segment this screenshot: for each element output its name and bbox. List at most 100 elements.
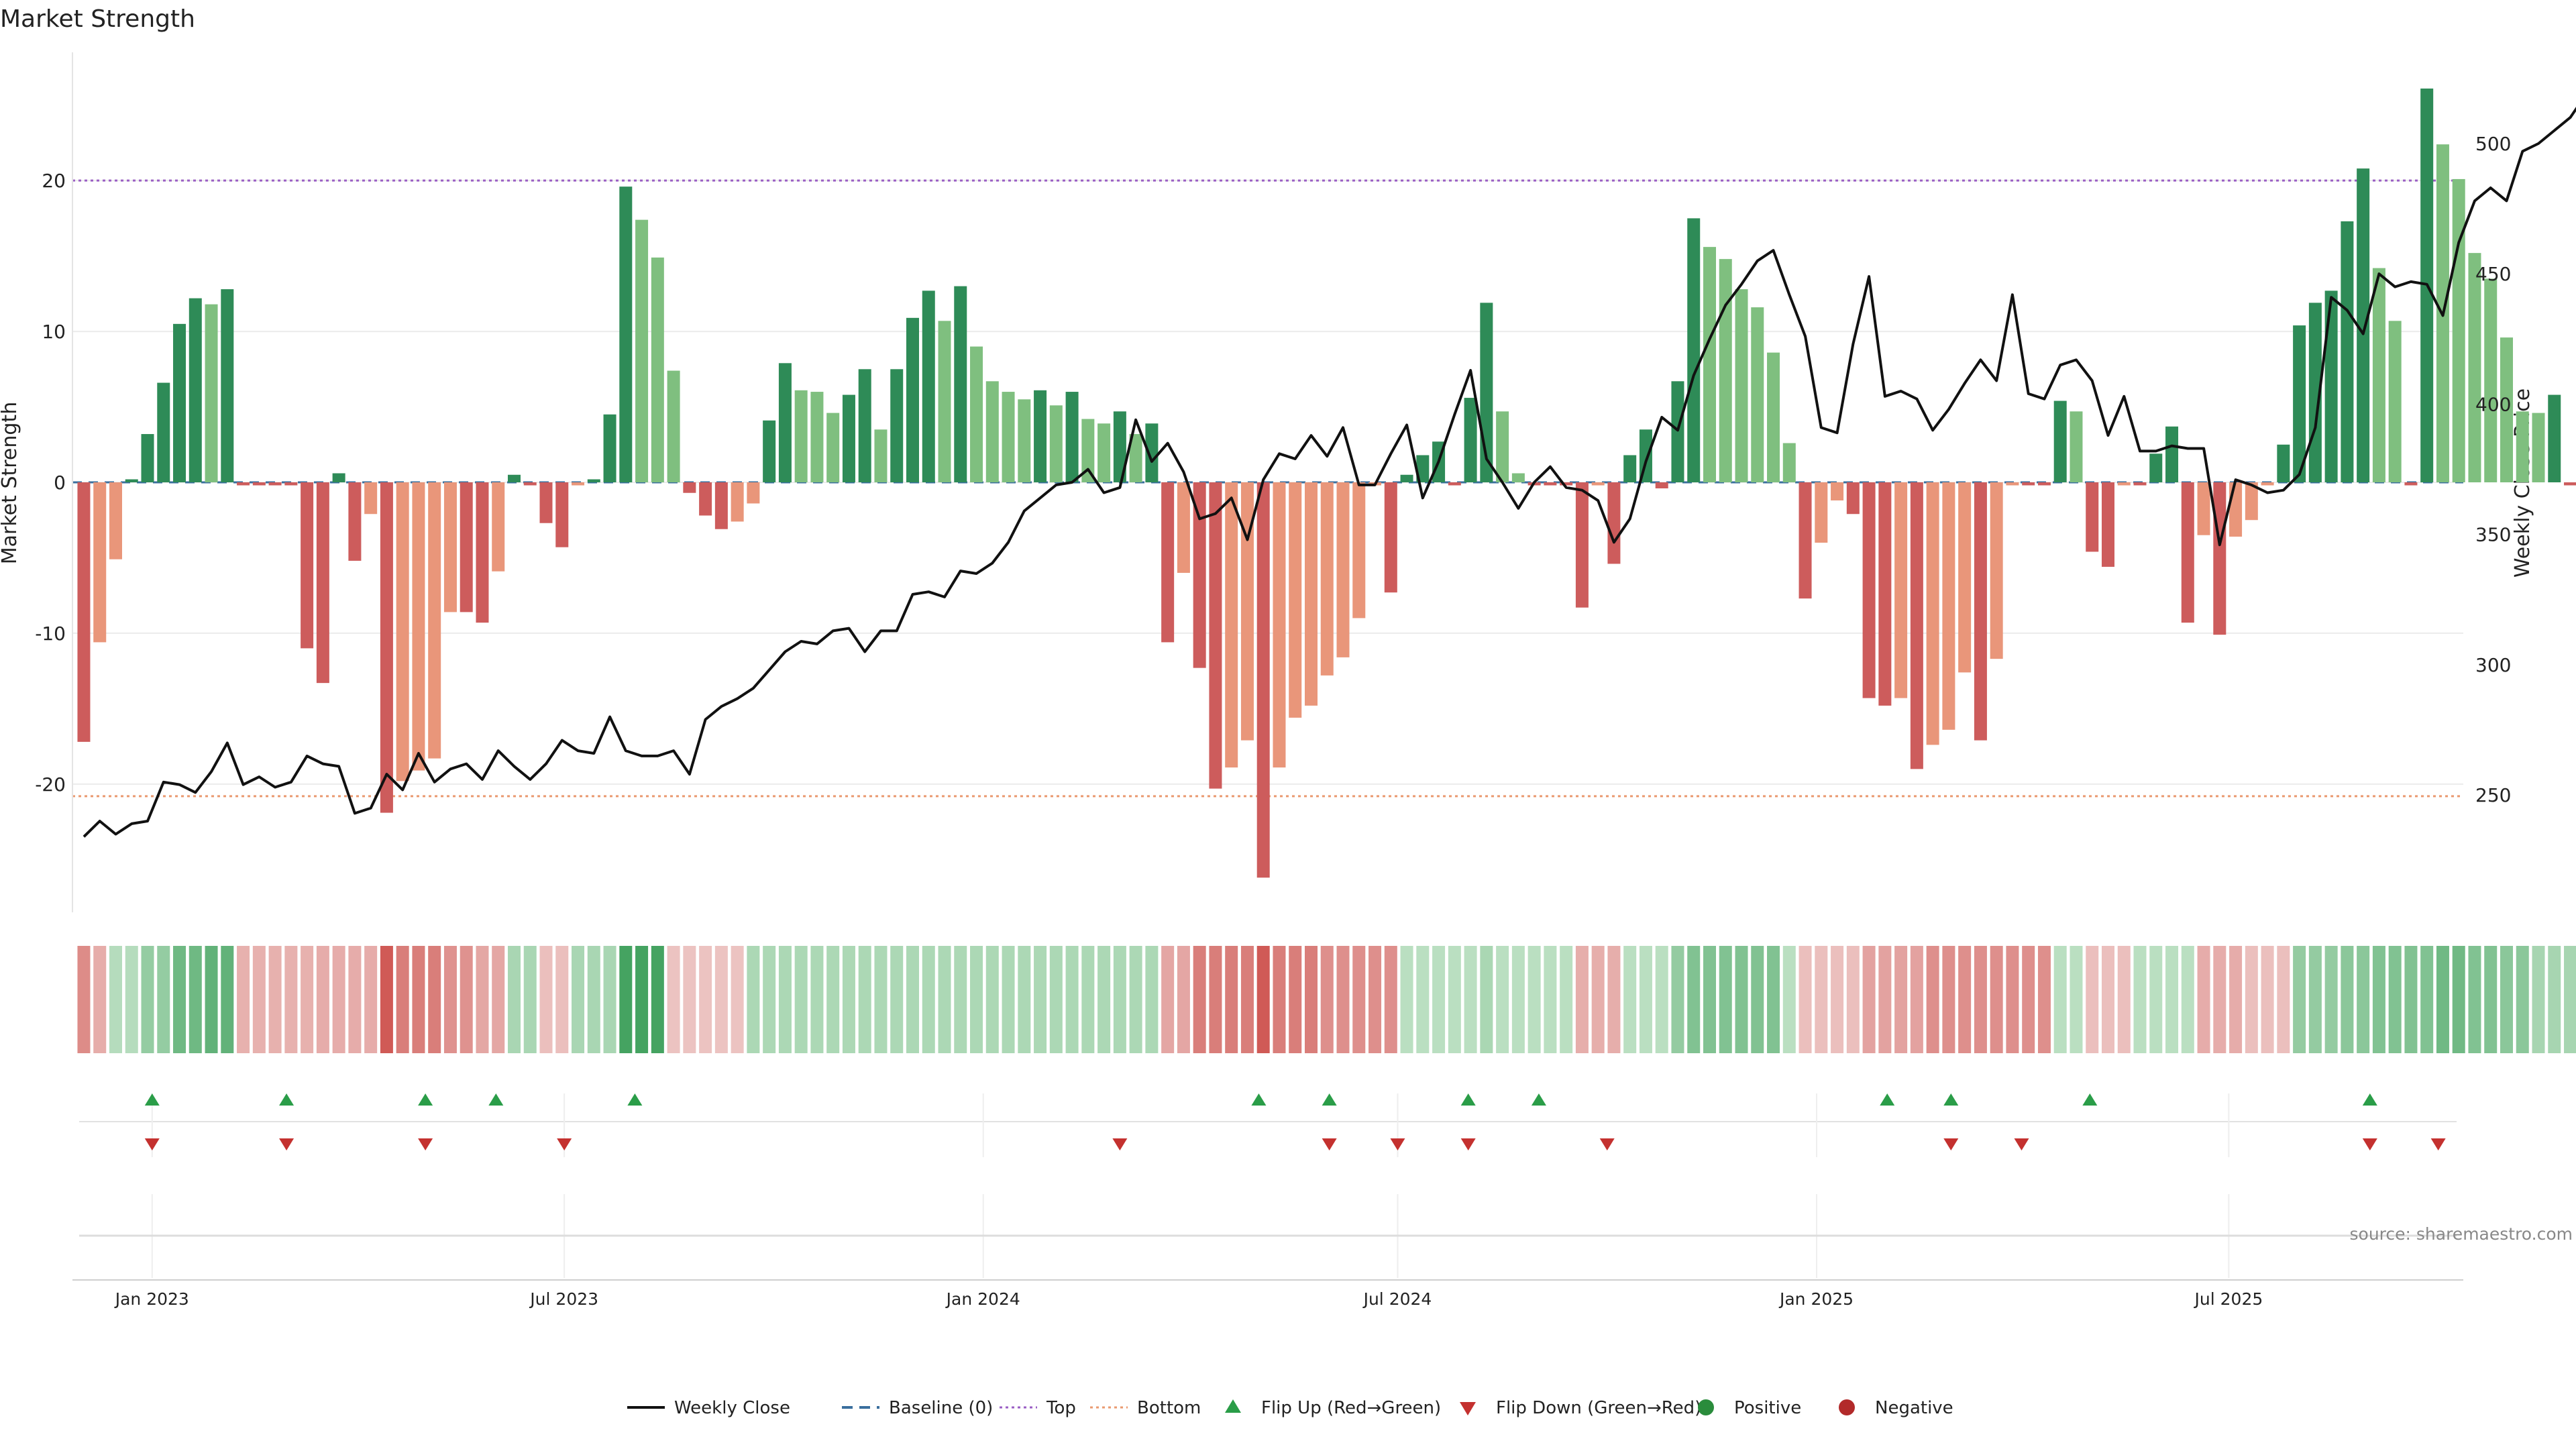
shade-cell	[2101, 946, 2114, 1053]
shade-cell	[460, 946, 473, 1053]
strength-bar	[1560, 482, 1573, 486]
strength-bar	[268, 482, 282, 486]
shade-cell	[2037, 946, 2051, 1053]
shade-cell	[1400, 946, 1413, 1053]
shade-cell	[1575, 946, 1589, 1053]
shade-cell	[667, 946, 680, 1053]
shade-cell	[2324, 946, 2338, 1053]
shade-cell	[2133, 946, 2147, 1053]
shade-cell	[1671, 946, 1684, 1053]
shade-cell	[2372, 946, 2385, 1053]
shade-cell	[1320, 946, 1334, 1053]
shade-cell	[683, 946, 696, 1053]
shade-cell	[2070, 946, 2083, 1053]
flip-down-marker	[2362, 1138, 2377, 1150]
strength-bar	[1161, 482, 1175, 643]
strength-bar	[1097, 423, 1111, 482]
y-tick-label: 20	[42, 170, 66, 192]
strength-bar	[109, 482, 122, 559]
strength-bar	[1336, 482, 1350, 657]
strength-bar	[2372, 268, 2385, 482]
strength-bar	[747, 482, 760, 504]
legend-label: Bottom	[1137, 1398, 1201, 1418]
flip-down-marker	[1943, 1138, 1959, 1150]
strength-bar	[2468, 253, 2481, 482]
strength-bar	[380, 482, 393, 813]
shade-cell	[1193, 946, 1206, 1053]
shade-cell	[1034, 946, 1047, 1053]
x-tick-label: Jan 2024	[945, 1289, 1020, 1309]
shade-cell	[1273, 946, 1286, 1053]
shade-cell	[1560, 946, 1573, 1053]
strength-bar	[890, 369, 904, 482]
strength-bar	[1990, 482, 2003, 659]
shade-cell	[252, 946, 266, 1053]
shade-cell	[1767, 946, 1780, 1053]
shade-cell	[332, 946, 345, 1053]
strength-bar	[619, 186, 633, 482]
strength-bar	[2452, 178, 2465, 482]
strength-bar	[1767, 352, 1780, 482]
shade-cell	[1831, 946, 1844, 1053]
strength-bar	[252, 482, 266, 486]
shade-cell	[1607, 946, 1621, 1053]
flip-markers-panel	[79, 1093, 2457, 1157]
flip-up-marker	[279, 1093, 294, 1106]
strength-bar	[1320, 482, 1334, 676]
strength-bar	[2086, 482, 2099, 552]
legend-label: Positive	[1734, 1398, 1801, 1418]
strength-bar	[667, 370, 680, 482]
strength-bar	[1575, 482, 1589, 608]
strength-bar	[2133, 482, 2147, 486]
strength-bar	[2022, 482, 2035, 486]
shade-cell	[938, 946, 951, 1053]
shade-cell	[2293, 946, 2306, 1053]
strength-bar	[1735, 289, 1748, 482]
shade-cell	[1384, 946, 1397, 1053]
shade-cell	[1049, 946, 1063, 1053]
shade-cell	[2468, 946, 2481, 1053]
shade-cell	[380, 946, 393, 1053]
strength-bar	[2117, 482, 2131, 486]
legend-item: Negative	[1839, 1398, 1953, 1418]
legend-circle-icon	[1839, 1399, 1855, 1415]
strength-bar	[1703, 247, 1716, 482]
shade-cell	[1129, 946, 1142, 1053]
y2-tick-label: 400	[2475, 393, 2511, 415]
shade-cell	[428, 946, 441, 1053]
legend-label: Weekly Close	[674, 1398, 790, 1418]
shade-cell	[603, 946, 616, 1053]
legend-item: Flip Up (Red→Green)	[1225, 1398, 1441, 1418]
strength-bar	[1049, 405, 1063, 482]
strength-bar	[2165, 426, 2179, 482]
strength-bar	[2261, 482, 2274, 486]
strength-bar	[1623, 455, 1637, 482]
legend-label: Flip Down (Green→Red)	[1496, 1398, 1701, 1418]
strength-bar	[141, 434, 154, 482]
strength-bar	[2197, 482, 2210, 535]
strength-bar	[1942, 482, 1955, 730]
shade-cell	[396, 946, 409, 1053]
strength-bar	[1240, 482, 1254, 741]
strength-bar	[523, 482, 537, 486]
strength-bar	[2213, 482, 2226, 635]
shade-cell	[1751, 946, 1764, 1053]
strength-bar	[1464, 398, 1477, 482]
shade-cell	[572, 946, 585, 1053]
shade-cell	[1432, 946, 1446, 1053]
legend-label: Negative	[1875, 1398, 1953, 1418]
shade-cell	[2404, 946, 2418, 1053]
flip-down-marker	[418, 1138, 433, 1150]
shade-cell	[714, 946, 728, 1053]
shade-cell	[890, 946, 904, 1053]
strength-bar	[364, 482, 378, 515]
shade-cell	[1623, 946, 1637, 1053]
strength-bar	[1177, 482, 1190, 573]
strength-bar	[284, 482, 298, 486]
shade-cell	[2261, 946, 2274, 1053]
flip-down-marker	[1322, 1138, 1337, 1150]
strength-bar	[1289, 482, 1302, 718]
legend-circle-icon	[1698, 1399, 1714, 1415]
strength-bar	[1511, 473, 1525, 482]
flip-up-marker	[2362, 1093, 2377, 1106]
